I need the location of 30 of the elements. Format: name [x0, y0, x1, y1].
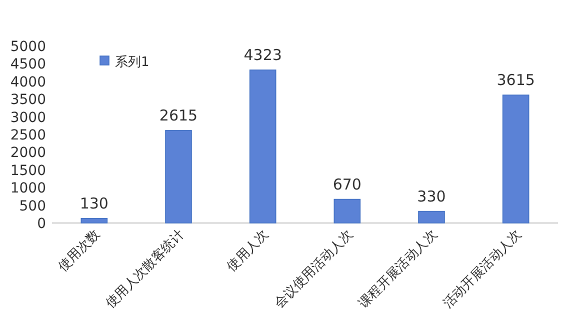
y-tick-label: 2000 [10, 145, 46, 162]
bar [334, 198, 361, 224]
y-tick-label: 0 [37, 216, 46, 232]
y-tick-label: 4000 [10, 74, 46, 90]
data-label: 130 [80, 194, 108, 212]
data-label: 4323 [244, 46, 282, 64]
legend-label: 系列1 [115, 55, 150, 70]
y-tick-label: 2500 [10, 128, 46, 144]
x-tick-label: 使用人次 [224, 227, 272, 275]
x-tick-label: 课程开展活动人次 [356, 227, 440, 312]
bar [418, 210, 445, 224]
data-label: 670 [332, 175, 362, 194]
x-tick-label: 使用次数 [56, 227, 103, 275]
x-tick-label: 会议使用活动人次 [272, 227, 356, 312]
bar [80, 218, 108, 224]
bar [502, 94, 530, 224]
data-label: 2615 [159, 106, 198, 124]
y-tick-label: 4500 [10, 56, 46, 73]
y-tick-label: 1000 [10, 180, 46, 197]
y-tick-label: 500 [19, 198, 46, 214]
x-tick-label: 活动开展活动人次 [440, 227, 525, 312]
y-tick-label: 3500 [10, 92, 46, 108]
x-tick-label: 使用人次散客统计 [102, 226, 188, 312]
bar [165, 130, 192, 224]
data-label: 3615 [496, 71, 535, 90]
y-tick-label: 5000 [10, 39, 46, 55]
data-label: 330 [417, 187, 446, 206]
y-tick-label: 3000 [10, 110, 46, 126]
bar [249, 70, 276, 224]
y-tick-label: 1500 [10, 162, 46, 179]
